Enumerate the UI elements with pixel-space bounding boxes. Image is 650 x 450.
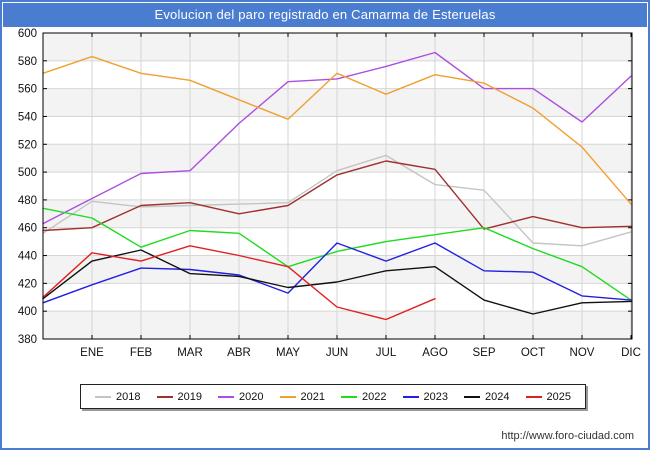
x-tick-label: FEB	[130, 347, 153, 359]
y-tick-label: 420	[18, 278, 37, 290]
y-tick-label: 580	[18, 56, 37, 68]
y-tick-label: 440	[18, 251, 37, 263]
legend-item-2019: 2019	[156, 390, 202, 403]
y-tick-label: 520	[18, 139, 37, 151]
legend-label-2025: 2025	[546, 390, 571, 403]
series-line-2019	[42, 160, 632, 232]
series-line-2025	[42, 245, 436, 321]
y-tick-label: 600	[18, 28, 37, 40]
legend-label-2024: 2024	[485, 390, 510, 403]
legend-item-2022: 2022	[341, 391, 386, 403]
x-tick-label: NOV	[570, 347, 595, 359]
legend-item-2023: 2023	[402, 390, 448, 403]
footer-url[interactable]: http://www.foro-ciudad.com	[501, 430, 634, 442]
x-tick-label: JUN	[326, 347, 348, 359]
series-line-2024	[42, 249, 632, 315]
x-tick-label: SEP	[472, 347, 495, 359]
legend-label-2023: 2023	[423, 390, 448, 403]
legend-swatch-2022	[341, 395, 357, 398]
series-line-2018	[42, 154, 632, 247]
x-tick-label: ENE	[80, 347, 104, 359]
legend-swatch-2025	[525, 395, 542, 398]
legend-item-2024: 2024	[464, 391, 509, 403]
y-tick-label: 500	[18, 167, 37, 179]
legend-item-2021: 2021	[279, 390, 325, 403]
y-tick-label: 460	[18, 223, 37, 235]
legend-label-2019: 2019	[177, 390, 202, 403]
y-tick-label: 560	[18, 84, 37, 96]
y-tick-label: 480	[18, 195, 37, 207]
x-tick-label: MAY	[276, 347, 300, 359]
title-bar: Evolucion del paro registrado en Camarma…	[3, 3, 647, 27]
legend-swatch-2019	[156, 395, 173, 398]
x-tick-label: DIC	[621, 347, 641, 359]
y-tick-label: 380	[18, 334, 37, 346]
legend-swatch-2023	[402, 395, 419, 398]
legend-item-2020: 2020	[218, 391, 263, 403]
series-line-2020	[42, 51, 632, 225]
legend-label-2018: 2018	[116, 390, 141, 403]
x-tick-label: ABR	[227, 347, 251, 359]
chart-legend: 2018 2019 2020 2021 2022 2023 2024 2025	[80, 384, 586, 409]
legend-label-2021: 2021	[300, 390, 325, 403]
series-line-2023	[42, 242, 632, 304]
legend-swatch-2020	[218, 395, 234, 398]
legend-label-2020: 2020	[239, 390, 264, 403]
legend-item-2018: 2018	[95, 391, 140, 403]
x-tick-label: AGO	[422, 347, 448, 359]
plot-border	[42, 32, 633, 340]
y-tick-label: 400	[18, 306, 37, 318]
legend-item-2025: 2025	[525, 390, 571, 403]
series-line-2022	[42, 207, 632, 301]
series-line-2021	[42, 55, 632, 205]
x-tick-label: OCT	[521, 347, 545, 359]
legend-swatch-2024	[464, 395, 480, 398]
x-tick-label: JUL	[376, 347, 397, 359]
legend-swatch-2018	[95, 395, 111, 398]
y-tick-label: 540	[18, 111, 37, 123]
legend-label-2022: 2022	[362, 390, 387, 403]
x-tick-label: MAR	[177, 347, 203, 359]
legend-swatch-2021	[279, 395, 296, 398]
